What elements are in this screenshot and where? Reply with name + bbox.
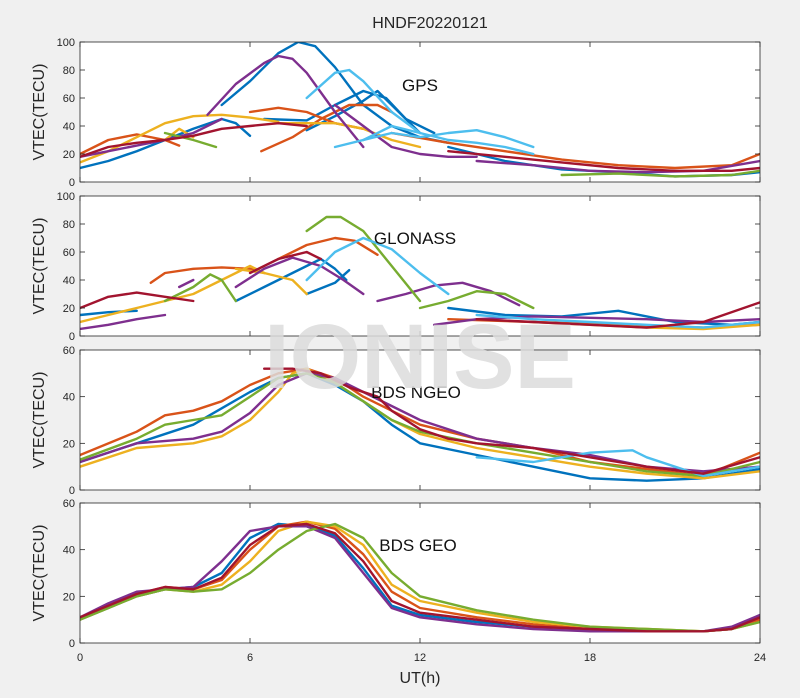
y-tick-label: 80 (63, 219, 75, 231)
y-axis-label: VTEC(TECU) (31, 372, 48, 469)
y-tick-label: 80 (63, 65, 75, 77)
x-tick-label: 0 (77, 652, 83, 664)
series-line-21 (362, 124, 535, 156)
plot-area (80, 196, 760, 336)
panel-2: 0 20 40 60 80 100 VTEC(TECU) GLONASS (31, 191, 761, 343)
y-tick-label: 60 (63, 93, 75, 105)
panel-3: 0 20 40 60 VTEC(TECU) BDS NGEO (31, 345, 761, 497)
series-line-11 (80, 313, 167, 331)
series-line-5 (80, 372, 760, 478)
series-line-17 (163, 131, 218, 149)
series-line-5 (80, 522, 760, 633)
series-line-3 (305, 269, 351, 296)
y-axis-label: VTEC(TECU) (31, 525, 48, 622)
y-tick-label: 40 (63, 275, 75, 287)
series-line-6 (80, 522, 760, 633)
series-line-20 (475, 313, 760, 329)
series-line-7 (263, 367, 760, 475)
series-line-12 (277, 121, 422, 149)
y-tick-label: 60 (63, 247, 75, 259)
y-axis-label: VTEC(TECU) (31, 218, 48, 315)
series-group (80, 215, 760, 331)
series-line-9 (234, 267, 308, 296)
series-line-20 (333, 128, 535, 149)
series-line-6 (475, 449, 760, 478)
x-tick-label: 18 (584, 652, 596, 664)
series-line-8 (80, 264, 266, 324)
series-line-5 (149, 266, 266, 284)
series-group (80, 520, 760, 633)
watermark: IONISE (264, 306, 576, 408)
x-axis-label: UT(h) (400, 670, 441, 687)
plot-area (80, 503, 760, 643)
y-tick-label: 100 (57, 191, 75, 203)
y-tick-label: 20 (63, 591, 75, 603)
panel-4: 0 6 12 18 24 0 20 40 60 VTEC(TECU) BDS GEO UT(h) (31, 498, 766, 687)
series-line-15 (333, 103, 478, 159)
y-tick-label: 20 (63, 149, 75, 161)
series-line-22 (248, 250, 322, 275)
series-line-6 (80, 133, 181, 156)
panel-label: GPS (402, 76, 438, 95)
y-axis-label: VTEC(TECU) (31, 64, 48, 161)
y-tick-label: 20 (63, 303, 75, 315)
series-line-13 (80, 117, 223, 159)
y-tick-label: 0 (69, 177, 75, 189)
series-line-1 (80, 117, 252, 170)
panel-label: BDS NGEO (371, 383, 461, 402)
y-tick-label: 40 (63, 545, 75, 557)
y-tick-label: 100 (57, 37, 75, 49)
series-line-14 (206, 54, 365, 149)
series-line-4 (305, 89, 422, 135)
series-line-23 (475, 301, 760, 329)
series-line-16 (475, 159, 760, 174)
series-line-18 (560, 169, 760, 178)
series-line-19 (305, 236, 450, 296)
panel-label: GLONASS (374, 229, 456, 248)
x-tick-label: 24 (754, 652, 766, 664)
y-tick-label: 60 (63, 345, 75, 357)
series-line-15 (177, 278, 195, 289)
plot-area (80, 42, 760, 182)
figure-title: HNDF20220121 (372, 15, 488, 32)
x-tick-label: 12 (414, 652, 426, 664)
series-group (80, 42, 760, 178)
series-line-23 (447, 149, 760, 173)
panel-1: 0 20 40 60 80 100 VTEC(TECU) GPS (31, 37, 761, 189)
series-line-10 (80, 113, 280, 164)
y-tick-label: 40 (63, 392, 75, 404)
y-tick-label: 0 (69, 485, 75, 497)
series-line-18 (418, 290, 535, 310)
y-tick-label: 40 (63, 121, 75, 133)
series-line-22 (80, 121, 308, 159)
series-line-9 (390, 131, 760, 170)
series-line-12 (234, 256, 365, 296)
x-tick-label: 6 (247, 652, 253, 664)
series-line-19 (305, 68, 422, 135)
series-line-6 (277, 236, 379, 261)
series-group (80, 367, 760, 482)
panel-label: BDS GEO (379, 536, 456, 555)
series-line-17 (305, 215, 422, 303)
y-tick-label: 60 (63, 498, 75, 510)
series-line-2 (234, 257, 348, 303)
series-line-2 (220, 42, 450, 145)
y-tick-label: 0 (69, 331, 75, 343)
y-tick-label: 0 (69, 638, 75, 650)
series-line-21 (80, 291, 195, 310)
series-line-16 (163, 273, 238, 303)
y-tick-label: 20 (63, 438, 75, 450)
